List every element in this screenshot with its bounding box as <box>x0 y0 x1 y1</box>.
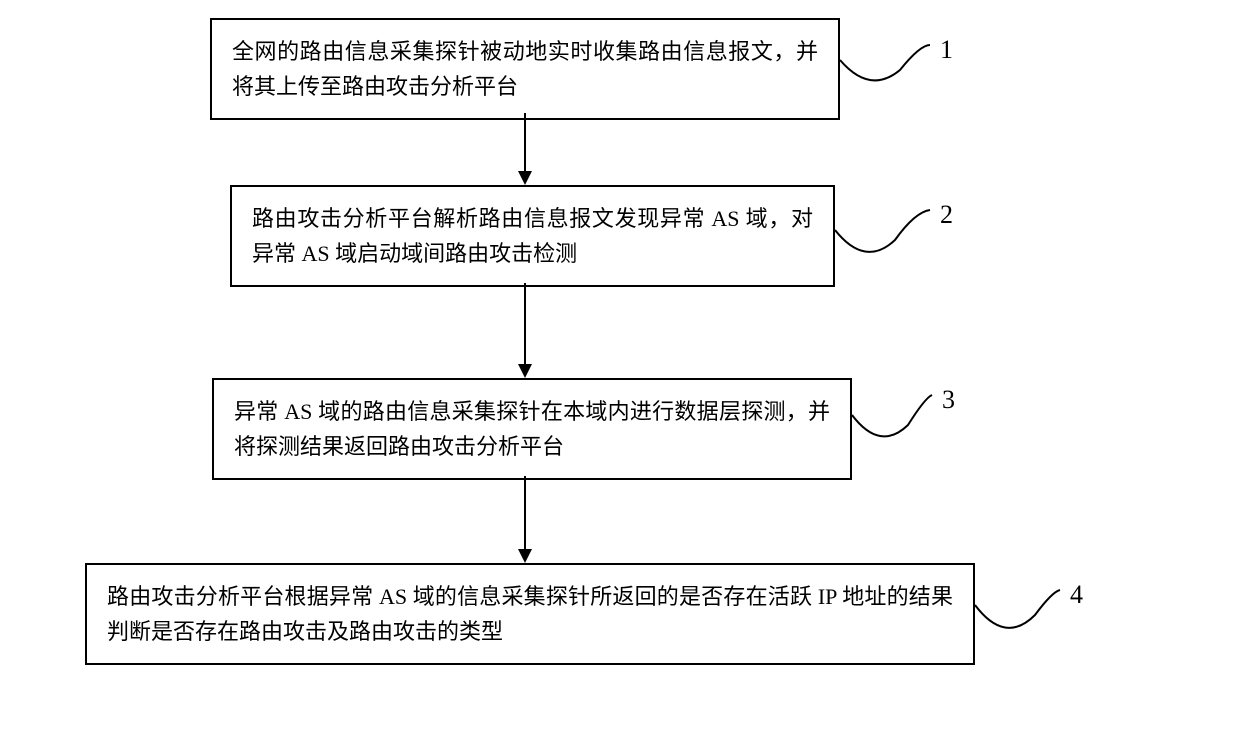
node-text: 路由攻击分析平台根据异常 AS 域的信息采集探针所返回的是否存在活跃 IP 地址… <box>107 584 953 644</box>
node-label-4: 4 <box>1070 580 1083 610</box>
flowchart-container: 全网的路由信息采集探针被动地实时收集路由信息报文，并将其上传至路由攻击分析平台 … <box>0 0 1240 739</box>
connector-2 <box>835 210 930 252</box>
connector-3 <box>852 395 932 436</box>
node-text: 异常 AS 域的路由信息采集探针在本域内进行数据层探测，并将探测结果返回路由攻击… <box>234 399 830 459</box>
flowchart-node-2: 路由攻击分析平台解析路由信息报文发现异常 AS 域，对异常 AS 域启动域间路由… <box>230 185 835 287</box>
node-text: 路由攻击分析平台解析路由信息报文发现异常 AS 域，对异常 AS 域启动域间路由… <box>252 206 813 266</box>
arrow-2-head <box>518 364 532 378</box>
flowchart-node-4: 路由攻击分析平台根据异常 AS 域的信息采集探针所返回的是否存在活跃 IP 地址… <box>85 563 975 665</box>
arrow-1-line <box>524 113 526 171</box>
arrow-2-line <box>524 283 526 364</box>
connector-1 <box>840 45 930 80</box>
node-label-3: 3 <box>942 385 955 415</box>
node-label-1: 1 <box>940 35 953 65</box>
connector-4 <box>975 590 1060 628</box>
arrow-3-line <box>524 476 526 549</box>
arrow-3-head <box>518 549 532 563</box>
node-label-2: 2 <box>940 200 953 230</box>
node-text: 全网的路由信息采集探针被动地实时收集路由信息报文，并将其上传至路由攻击分析平台 <box>232 39 818 99</box>
flowchart-node-1: 全网的路由信息采集探针被动地实时收集路由信息报文，并将其上传至路由攻击分析平台 <box>210 18 840 120</box>
flowchart-node-3: 异常 AS 域的路由信息采集探针在本域内进行数据层探测，并将探测结果返回路由攻击… <box>212 378 852 480</box>
arrow-1-head <box>518 171 532 185</box>
